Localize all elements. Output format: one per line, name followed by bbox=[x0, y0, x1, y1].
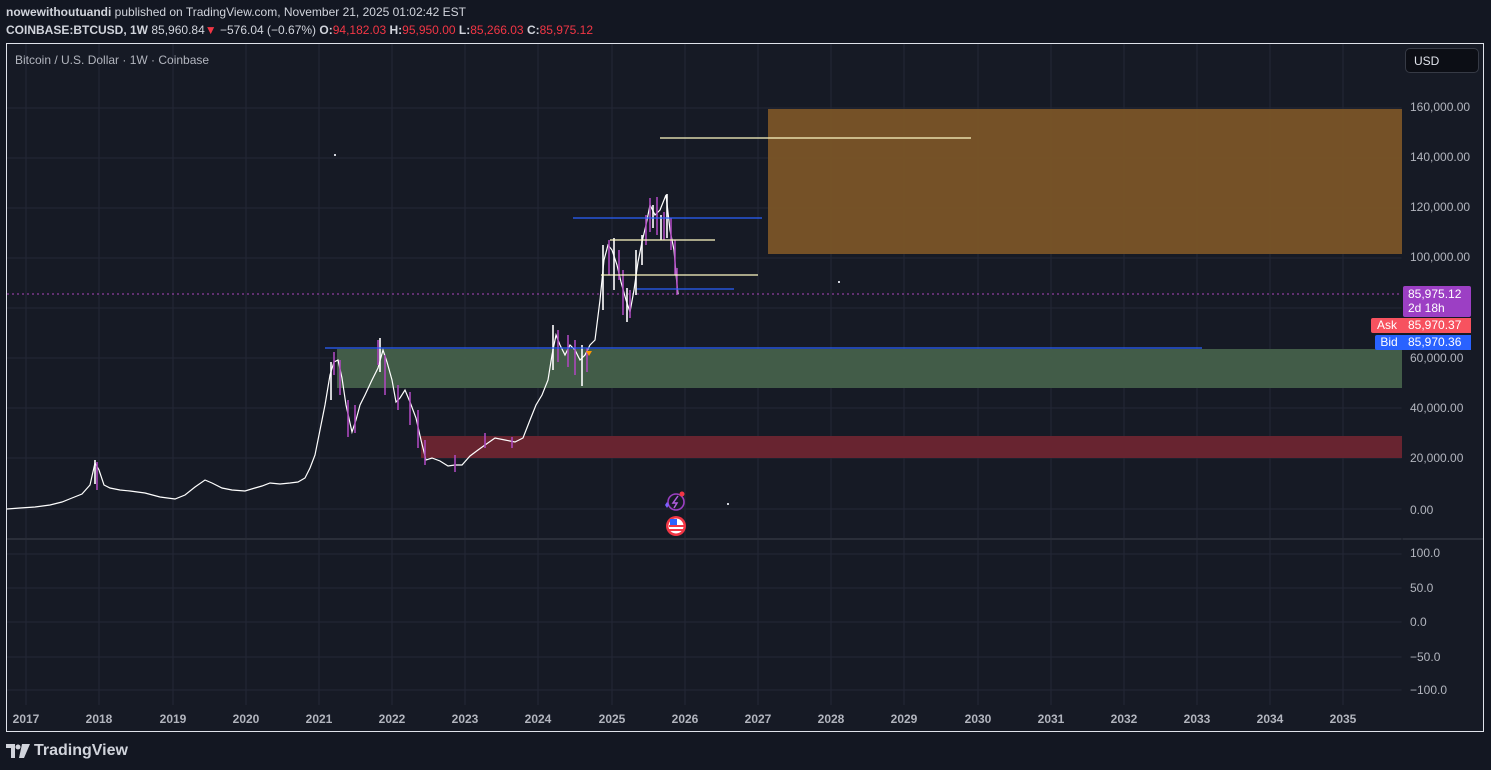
publish-text: published on TradingView.com, November 2… bbox=[114, 5, 467, 19]
ask-value: 85,970.37 bbox=[1403, 318, 1471, 333]
x-tick: 2031 bbox=[1037, 712, 1065, 726]
x-tick: 2017 bbox=[12, 712, 40, 726]
osc-tick: −100.0 bbox=[1410, 683, 1448, 697]
osc-tick: 50.0 bbox=[1410, 581, 1434, 595]
dot-marker bbox=[334, 154, 336, 156]
supply-zone[interactable] bbox=[768, 109, 1402, 254]
x-tick: 2022 bbox=[378, 712, 406, 726]
high-label: H: bbox=[389, 23, 403, 37]
author-name[interactable]: nowewithoutuandi bbox=[6, 5, 112, 19]
x-tick: 2018 bbox=[85, 712, 113, 726]
dot-marker bbox=[838, 281, 840, 283]
x-tick: 2021 bbox=[305, 712, 333, 726]
x-tick: 2029 bbox=[890, 712, 918, 726]
y-tick: 160,000.00 bbox=[1410, 100, 1471, 114]
y-tick: 40,000.00 bbox=[1410, 401, 1464, 415]
x-tick: 2026 bbox=[671, 712, 699, 726]
open-label: O: bbox=[319, 23, 333, 37]
x-tick: 2035 bbox=[1329, 712, 1357, 726]
last-price: 85,960.84 bbox=[151, 23, 205, 37]
low-value: 85,266.03 bbox=[470, 23, 524, 37]
down-arrow-icon: ▼ bbox=[204, 23, 217, 37]
brand-name: TradingView bbox=[34, 742, 128, 759]
symbol-info: COINBASE:BTCUSD, 1W 85,960.84▼ −576.04 (… bbox=[6, 23, 593, 37]
low-label: L: bbox=[458, 23, 471, 37]
last-price-tag: 85,975.12 2d 18h bbox=[1403, 286, 1471, 317]
candle-wicks bbox=[94, 194, 678, 490]
ask-label: Ask bbox=[1371, 318, 1403, 333]
bar-countdown: 2d 18h bbox=[1408, 301, 1445, 315]
bid-label: Bid bbox=[1375, 335, 1403, 350]
high-value: 95,950.00 bbox=[402, 23, 456, 37]
open-value: 94,182.03 bbox=[332, 23, 387, 37]
tradingview-logo[interactable]: TradingView bbox=[6, 742, 128, 760]
close-value: 85,975.12 bbox=[539, 23, 594, 37]
last-price-value: 85,975.12 bbox=[1408, 287, 1462, 301]
tradingview-logo-icon bbox=[6, 744, 30, 758]
demand-zone[interactable] bbox=[337, 349, 1402, 388]
currency-button[interactable]: USD bbox=[1405, 48, 1479, 73]
x-tick: 2019 bbox=[159, 712, 187, 726]
price-change: −576.04 (−0.67%) bbox=[219, 23, 317, 37]
symbol-label: COINBASE:BTCUSD, 1W bbox=[6, 23, 149, 37]
x-tick: 2033 bbox=[1183, 712, 1211, 726]
x-tick: 2032 bbox=[1110, 712, 1138, 726]
y-tick: 60,000.00 bbox=[1410, 351, 1464, 365]
x-tick: 2025 bbox=[598, 712, 626, 726]
us-flag-event-icon[interactable] bbox=[666, 516, 686, 536]
osc-tick: 100.0 bbox=[1410, 546, 1441, 560]
y-tick: 20,000.00 bbox=[1410, 451, 1464, 465]
y-tick: 0.00 bbox=[1410, 503, 1434, 517]
y-tick: 140,000.00 bbox=[1410, 150, 1471, 164]
y-tick: 120,000.00 bbox=[1410, 200, 1471, 214]
osc-tick: −50.0 bbox=[1410, 650, 1441, 664]
x-tick: 2024 bbox=[524, 712, 552, 726]
dot-marker bbox=[727, 503, 729, 505]
publish-info: nowewithoutuandi published on TradingVie… bbox=[6, 5, 466, 19]
chart-legend-title: Bitcoin / U.S. Dollar · 1W · Coinbase bbox=[15, 53, 210, 67]
osc-tick: 0.0 bbox=[1410, 615, 1427, 629]
y-tick: 100,000.00 bbox=[1410, 250, 1471, 264]
x-tick: 2027 bbox=[744, 712, 772, 726]
x-tick: 2023 bbox=[451, 712, 479, 726]
close-label: C: bbox=[526, 23, 540, 37]
x-tick: 2020 bbox=[232, 712, 260, 726]
lightning-event-icon[interactable] bbox=[665, 491, 685, 511]
x-tick: 2030 bbox=[964, 712, 992, 726]
red-zone[interactable] bbox=[421, 436, 1402, 458]
x-tick: 2034 bbox=[1256, 712, 1284, 726]
x-tick: 2028 bbox=[817, 712, 845, 726]
orange-marker-icon bbox=[586, 351, 592, 356]
bid-value: 85,970.36 bbox=[1403, 335, 1471, 350]
